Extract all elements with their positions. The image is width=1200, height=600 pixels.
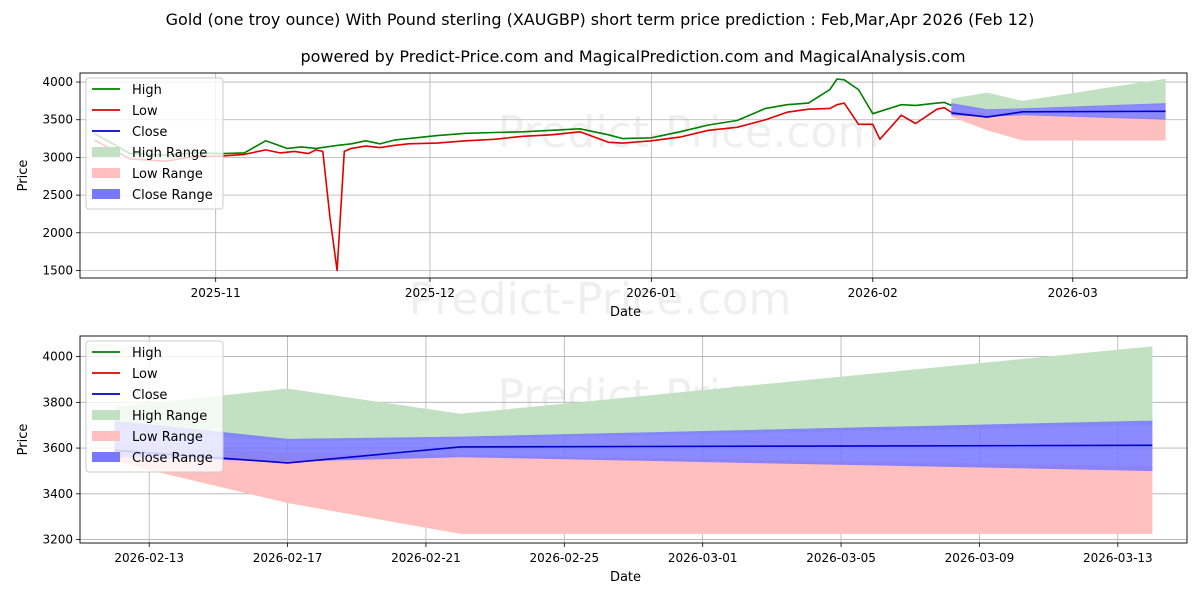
plot-area — [114, 346, 1153, 534]
x-axis-label: Date — [610, 305, 641, 320]
legend-high-range-label: High Range — [132, 146, 207, 161]
legend-low-range-label: Low Range — [132, 167, 203, 182]
high-range-band — [114, 346, 1153, 442]
legend-high-range-swatch — [92, 147, 120, 157]
x-tick-label: 2026-02-21 — [391, 551, 461, 565]
legend-close-range-label: Close Range — [132, 188, 213, 203]
x-tick-label: 2026-02-25 — [529, 551, 599, 565]
watermark: Predict-Price.com — [497, 107, 880, 158]
legend-low-range-swatch — [92, 431, 120, 441]
low-range-band — [951, 110, 1166, 141]
y-axis-label: Price — [16, 160, 31, 192]
y-tick-label: 3500 — [42, 113, 73, 127]
x-tick-label: 2026-02-13 — [114, 551, 184, 565]
legend-low-range-label: Low Range — [132, 430, 203, 445]
y-axis-label: Price — [16, 424, 31, 456]
y-tick-label: 3800 — [42, 395, 73, 409]
close-series-line — [951, 110, 1166, 118]
x-axis-label: Date — [610, 570, 641, 585]
y-tick-label: 4000 — [42, 350, 73, 364]
legend-close-range-swatch — [92, 189, 120, 199]
chart-title: Gold (one troy ounce) With Pound sterlin… — [166, 10, 1035, 29]
legend-close-label: Close — [132, 125, 167, 140]
y-tick-label: 3400 — [42, 487, 73, 501]
y-tick-label: 2000 — [42, 226, 73, 240]
top-chart-panel: Predict-Price.com 2025-11 2025-12 2026-01 20… — [16, 72, 1188, 320]
legend-low-range-swatch — [92, 168, 120, 178]
legend-high-range-label: High Range — [132, 409, 207, 424]
legend: High Low Close High Range Low Range Close Ran… — [85, 340, 224, 473]
legend-low-label: Low — [132, 367, 158, 382]
x-tick-label: 2026-02-17 — [253, 551, 323, 565]
y-tick-label: 3200 — [42, 533, 73, 547]
x-tick-label: 2025-11 — [191, 286, 241, 300]
x-tick-label: 2026-03 — [1048, 286, 1098, 300]
watermark-text: Predict-Price.com — [497, 107, 880, 158]
low-series-line — [93, 102, 952, 272]
x-tick-label: 2026-02 — [848, 286, 898, 300]
x-tick-label: 2026-01 — [626, 286, 676, 300]
x-tick-label: 2025-12 — [405, 286, 455, 300]
legend-high-label: High — [132, 346, 162, 361]
legend-high-label: High — [132, 83, 162, 98]
high-series-line — [93, 78, 952, 156]
x-tick-label: 2026-03-09 — [945, 551, 1015, 565]
legend-close-range-swatch — [92, 452, 120, 462]
legend-box — [85, 340, 224, 473]
plot-frame — [79, 72, 1188, 279]
y-tick-label: 2500 — [42, 188, 73, 202]
x-tick-label: 2026-03-01 — [668, 551, 738, 565]
plot-area — [93, 78, 1166, 272]
legend-close-label: Close — [132, 388, 167, 403]
plot-frame — [79, 335, 1188, 544]
chart-subtitle: powered by Predict-Price.com and Magical… — [300, 47, 965, 66]
legend-high-range-swatch — [92, 410, 120, 420]
bottom-chart-panel: Predict-Price.com2026-02-132026-02-17202… — [16, 335, 1188, 585]
legend-box — [85, 77, 224, 210]
y-tick-label: 3000 — [42, 150, 73, 164]
high-range-band — [951, 78, 1166, 110]
y-tick-label: 3600 — [42, 441, 73, 455]
watermark-text: Predict-Price.com — [409, 274, 792, 325]
y-tick-label: 4000 — [42, 75, 73, 89]
x-tick-label: 2026-03-05 — [806, 551, 876, 565]
legend-close-range-label: Close Range — [132, 451, 213, 466]
legend: High Low Close High Range Low Range Close Ran… — [85, 77, 224, 210]
low-range-band — [114, 443, 1153, 534]
y-tick-label: 1500 — [42, 263, 73, 277]
x-tick-label: 2026-03-13 — [1083, 551, 1153, 565]
legend-low-label: Low — [132, 104, 158, 119]
